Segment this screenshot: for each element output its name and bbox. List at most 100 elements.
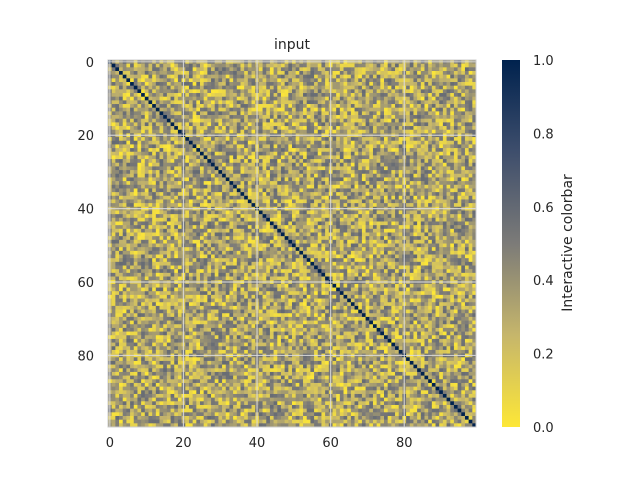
heatmap-cell bbox=[468, 203, 473, 208]
heatmap-cell bbox=[200, 177, 205, 182]
heatmap-cell bbox=[200, 214, 205, 219]
heatmap-cell bbox=[177, 184, 182, 189]
heatmap-cell bbox=[358, 148, 363, 153]
heatmap-cell bbox=[442, 239, 447, 244]
heatmap-cell bbox=[372, 173, 377, 178]
heatmap-cell bbox=[292, 170, 297, 175]
heatmap-cell bbox=[461, 148, 466, 153]
heatmap-cell bbox=[442, 232, 447, 237]
heatmap-cell bbox=[251, 140, 256, 145]
heatmap-cell bbox=[409, 63, 414, 68]
heatmap-cell bbox=[376, 155, 381, 160]
heatmap-cell bbox=[306, 184, 311, 189]
heatmap-cell bbox=[453, 195, 458, 200]
heatmap-cell bbox=[233, 232, 238, 237]
heatmap-cell bbox=[372, 63, 377, 68]
heatmap-cell bbox=[376, 129, 381, 134]
heatmap-cell bbox=[446, 107, 451, 112]
heatmap-cell bbox=[218, 122, 223, 127]
heatmap-cell bbox=[336, 159, 341, 164]
heatmap-cell bbox=[192, 155, 197, 160]
heatmap-cell bbox=[384, 107, 389, 112]
heatmap-cell bbox=[358, 173, 363, 178]
heatmap-cells[interactable] bbox=[108, 60, 477, 428]
heatmap-cell bbox=[155, 155, 160, 160]
heatmap-cell bbox=[450, 188, 455, 193]
heatmap-cell bbox=[295, 221, 300, 226]
heatmap-cell bbox=[406, 162, 411, 167]
heatmap-cell bbox=[406, 118, 411, 123]
heatmap-cell bbox=[317, 89, 322, 94]
heatmap-cell bbox=[442, 203, 447, 208]
heatmap-cell bbox=[222, 67, 227, 72]
heatmap-cell bbox=[288, 89, 293, 94]
heatmap-cell bbox=[130, 199, 135, 204]
heatmap-cell bbox=[472, 210, 477, 215]
heatmap-cell bbox=[406, 192, 411, 197]
heatmap-cell bbox=[317, 195, 322, 200]
heatmap-cell bbox=[269, 89, 274, 94]
heatmap-cell bbox=[233, 100, 238, 105]
heatmap-cell bbox=[273, 177, 278, 182]
heatmap-cell bbox=[137, 203, 142, 208]
heatmap-cell bbox=[119, 89, 124, 94]
heatmap-cell bbox=[350, 195, 355, 200]
heatmap-cell bbox=[152, 137, 157, 142]
heatmap-cell bbox=[420, 225, 425, 230]
heatmap-cell bbox=[424, 129, 429, 134]
heatmap-cell bbox=[229, 78, 234, 83]
heatmap-cell bbox=[225, 166, 230, 171]
heatmap-cell bbox=[141, 148, 146, 153]
heatmap-cell bbox=[137, 115, 142, 120]
chart-title: input bbox=[274, 37, 311, 53]
heatmap-cell bbox=[233, 239, 238, 244]
heatmap-cell bbox=[391, 115, 396, 120]
heatmap-cell bbox=[247, 107, 252, 112]
heatmap-cell bbox=[233, 225, 238, 230]
heatmap-cell bbox=[424, 225, 429, 230]
heatmap-cell bbox=[288, 225, 293, 230]
heatmap-cell bbox=[292, 214, 297, 219]
heatmap-cell bbox=[126, 89, 131, 94]
heatmap-cell bbox=[203, 137, 208, 142]
heatmap-cell bbox=[130, 188, 135, 193]
heatmap-cell bbox=[185, 107, 190, 112]
heatmap-cell bbox=[236, 63, 241, 68]
heatmap-cell bbox=[428, 148, 433, 153]
heatmap-cell bbox=[251, 162, 256, 167]
heatmap-cell bbox=[214, 151, 219, 156]
heatmap-cell bbox=[453, 192, 458, 197]
heatmap-cell bbox=[207, 115, 212, 120]
heatmap-cell bbox=[398, 221, 403, 226]
heatmap-cell bbox=[387, 111, 392, 116]
heatmap-cell bbox=[152, 173, 157, 178]
heatmap-cell bbox=[295, 162, 300, 167]
heatmap-cell bbox=[372, 162, 377, 167]
heatmap-cell bbox=[222, 129, 227, 134]
heatmap-cell bbox=[203, 210, 208, 215]
heatmap-cell bbox=[358, 126, 363, 131]
heatmap-cell bbox=[306, 170, 311, 175]
heatmap-cell bbox=[200, 63, 205, 68]
heatmap-cell bbox=[299, 122, 304, 127]
heatmap-cell bbox=[292, 63, 297, 68]
heatmap-cell bbox=[361, 63, 366, 68]
heatmap-cell bbox=[321, 214, 326, 219]
heatmap-cell bbox=[115, 170, 120, 175]
heatmap-cell bbox=[435, 166, 440, 171]
heatmap-cell bbox=[295, 214, 300, 219]
heatmap-cell bbox=[325, 228, 330, 233]
heatmap-cell bbox=[233, 82, 238, 87]
heatmap-cell bbox=[207, 195, 212, 200]
heatmap-cell bbox=[299, 181, 304, 186]
heatmap-cell bbox=[240, 221, 245, 226]
heatmap-cell bbox=[417, 89, 422, 94]
heatmap-cell bbox=[457, 239, 462, 244]
heatmap-cell bbox=[369, 129, 374, 134]
heatmap-cell bbox=[457, 129, 462, 134]
heatmap-cell bbox=[196, 137, 201, 142]
heatmap-cell bbox=[225, 151, 230, 156]
heatmap-cell bbox=[303, 162, 308, 167]
heatmap-cell bbox=[413, 188, 418, 193]
heatmap-cell bbox=[111, 129, 116, 134]
